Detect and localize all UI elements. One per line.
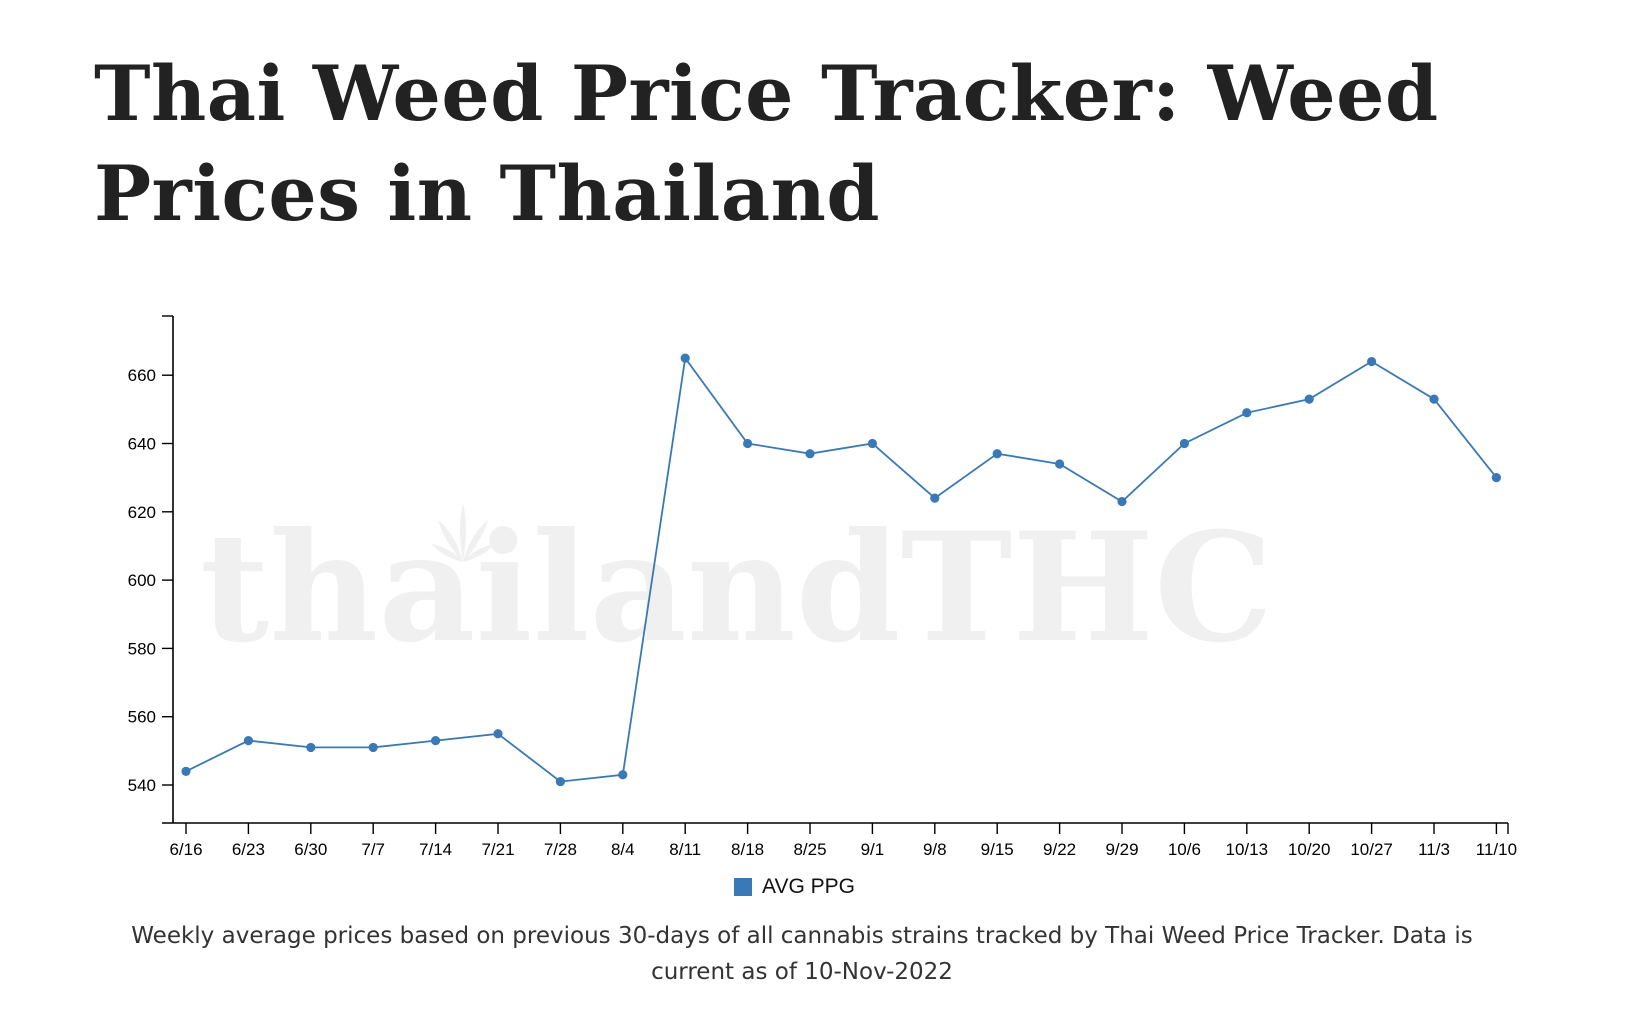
chart-legend: AVG PPG — [734, 875, 855, 899]
watermark: thailandTHC — [200, 500, 1273, 676]
x-tick-label: 10/6 — [1168, 840, 1201, 859]
x-tick-label: 10/13 — [1226, 840, 1269, 859]
data-point — [1429, 394, 1439, 404]
x-tick-label: 6/30 — [294, 840, 327, 859]
series-line-avg-ppg — [185, 355, 1498, 783]
data-point — [680, 353, 690, 363]
y-tick-label: 540 — [128, 776, 156, 795]
x-tick-label: 9/15 — [981, 840, 1014, 859]
x-tick-label: 10/27 — [1350, 840, 1393, 859]
data-point — [181, 766, 191, 776]
x-axis-ticks: 6/16 6/23 6/30 7/7 7/14 7/21 7/28 8/4 8/11 8/18 8/… — [169, 823, 1517, 859]
data-point — [306, 742, 316, 753]
data-point — [493, 729, 503, 739]
data-point — [431, 736, 441, 746]
data-point — [743, 438, 753, 449]
data-point — [368, 742, 378, 753]
data-point — [555, 776, 566, 787]
data-point — [1304, 394, 1314, 404]
x-tick-label: 9/1 — [861, 840, 885, 859]
data-point — [1179, 438, 1189, 449]
data-point — [1055, 459, 1065, 469]
x-tick-label: 8/25 — [793, 840, 826, 859]
data-point — [1367, 356, 1377, 367]
page-title: Thai Weed Price Tracker: Weed Prices in … — [94, 49, 1439, 238]
data-point — [992, 449, 1002, 459]
data-point — [618, 770, 628, 780]
data-point — [1117, 496, 1127, 507]
series-avg-ppg — [181, 353, 1501, 787]
cannabis-leaf-icon — [432, 503, 494, 562]
x-tick-label: 7/7 — [361, 840, 385, 859]
data-point — [1491, 473, 1501, 483]
x-tick-label: 7/21 — [481, 840, 514, 859]
chart-axes — [162, 315, 1509, 834]
data-point — [243, 736, 253, 746]
y-tick-label: 620 — [128, 503, 156, 522]
watermark-text: thailandTHC — [200, 500, 1273, 676]
y-tick-label: 640 — [128, 435, 156, 454]
x-tick-label: 8/18 — [731, 840, 764, 859]
data-point — [1242, 408, 1252, 418]
x-tick-label: 8/4 — [611, 840, 635, 859]
x-tick-label: 7/28 — [544, 840, 577, 859]
y-tick-label: 600 — [128, 571, 156, 590]
x-tick-label: 10/20 — [1288, 840, 1331, 859]
y-tick-label: 580 — [128, 639, 156, 658]
data-point — [930, 493, 940, 503]
y-axis-ticks: 540 560 580 600 620 640 660 — [128, 366, 173, 795]
data-point — [805, 449, 815, 459]
x-tick-label: 11/10 — [1476, 840, 1517, 859]
x-tick-label: 9/22 — [1043, 840, 1076, 859]
chart-caption: Weekly average prices based on previous … — [131, 923, 1473, 985]
x-tick-label: 9/8 — [923, 840, 947, 859]
x-tick-label: 9/29 — [1105, 840, 1138, 859]
legend-swatch — [734, 878, 752, 896]
x-tick-label: 8/11 — [669, 840, 701, 859]
x-tick-label: 6/16 — [169, 840, 202, 859]
x-tick-label: 7/14 — [419, 840, 452, 859]
data-point — [867, 438, 878, 449]
y-tick-label: 560 — [128, 708, 156, 727]
legend-label: AVG PPG — [762, 875, 855, 898]
x-tick-label: 11/3 — [1418, 840, 1450, 859]
x-tick-label: 6/23 — [232, 840, 265, 859]
y-tick-label: 660 — [128, 366, 156, 385]
